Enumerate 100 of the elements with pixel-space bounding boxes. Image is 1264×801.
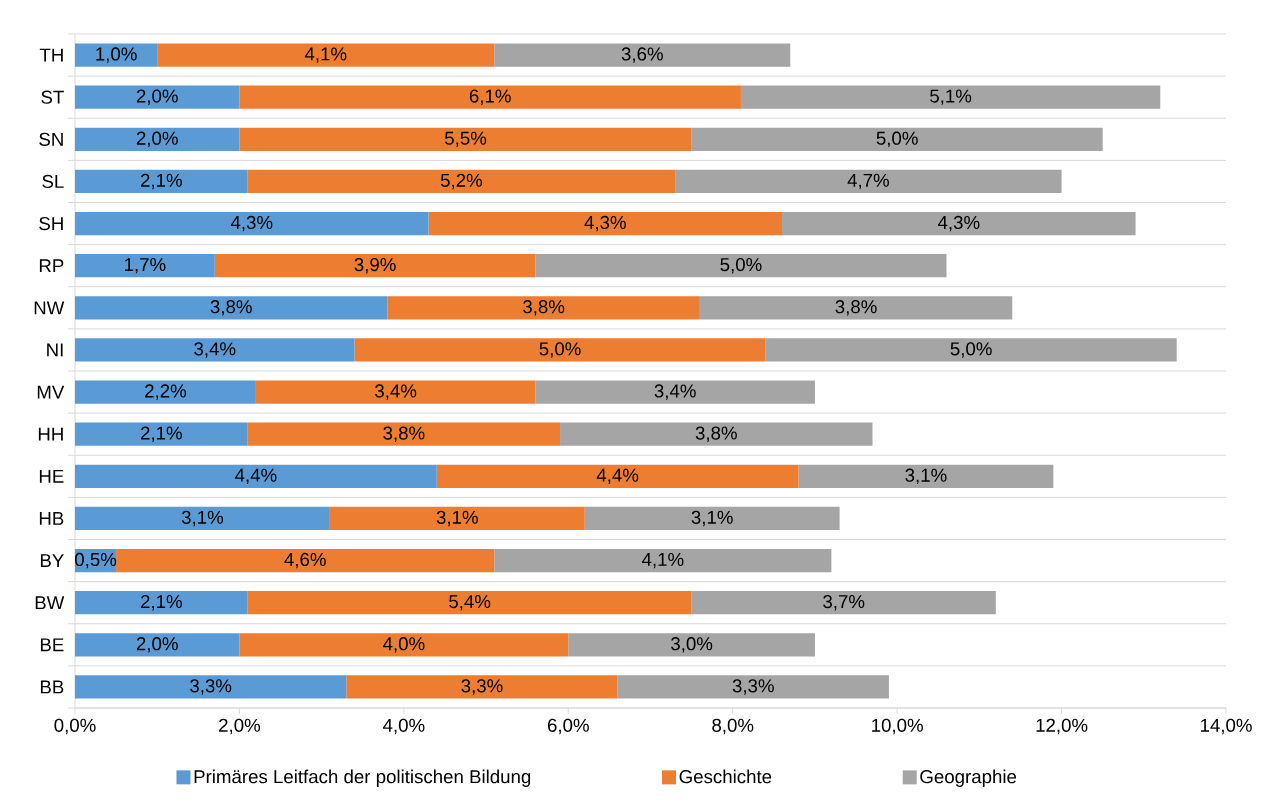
data-label: 4,7% <box>847 173 889 190</box>
data-label: 2,2% <box>145 384 187 400</box>
bar <box>584 506 840 531</box>
data-label: 3,8% <box>383 426 425 442</box>
bar <box>494 43 791 67</box>
y-tick-label: SL <box>42 174 64 189</box>
data-label: 3,3% <box>732 679 774 695</box>
bar <box>75 380 256 404</box>
bar <box>387 296 700 320</box>
data-label: 3,1% <box>691 510 733 527</box>
bar <box>428 211 783 236</box>
bar <box>329 506 585 531</box>
bar <box>75 633 240 657</box>
data-label: 3,3% <box>461 679 503 695</box>
bar <box>494 548 832 573</box>
bar <box>75 169 248 194</box>
y-tick-label: SH <box>39 216 63 231</box>
y-tick-label: NW <box>34 301 65 315</box>
x-tick-label: 6,0% <box>547 718 589 735</box>
y-tick-label: RP <box>39 259 64 273</box>
data-label: 3,4% <box>194 342 236 358</box>
bar <box>239 85 741 109</box>
bar <box>75 43 158 67</box>
bar <box>765 338 1177 362</box>
bar <box>617 675 889 699</box>
bar <box>247 169 676 194</box>
y-tick-label: TH <box>39 48 63 62</box>
data-label: 2,0% <box>136 89 178 105</box>
bar <box>75 296 388 320</box>
data-label: 4,4% <box>596 468 639 484</box>
x-tick-label: 8,0% <box>712 718 754 735</box>
x-tick-label: 14,0% <box>1200 718 1252 735</box>
bar <box>535 254 947 278</box>
bar <box>691 591 996 615</box>
bar <box>346 675 618 699</box>
bar <box>75 338 355 362</box>
bar <box>782 211 1136 236</box>
data-label: 1,7% <box>125 258 166 274</box>
data-label: 5,5% <box>445 131 487 147</box>
data-label: 2,1% <box>140 594 182 611</box>
bar <box>239 633 569 657</box>
data-label: 3,9% <box>354 257 396 274</box>
bar <box>214 254 536 278</box>
x-tick-label: 10,0% <box>872 718 923 735</box>
bar <box>247 422 561 446</box>
data-label: 3,8% <box>210 300 252 316</box>
bar <box>75 422 248 446</box>
data-label: 4,1% <box>642 552 684 569</box>
data-label: 4,4% <box>235 468 277 484</box>
bar <box>75 211 429 236</box>
bar <box>75 85 240 109</box>
y-tick-label: NI <box>47 343 63 357</box>
bar <box>157 43 495 67</box>
data-label: 3,4% <box>654 384 696 400</box>
bar <box>255 380 536 404</box>
data-label: 4,0% <box>383 637 425 653</box>
data-label: 3,3% <box>190 679 232 695</box>
data-label: 2,1% <box>140 426 182 442</box>
data-label: 4,1% <box>304 47 347 63</box>
y-tick-label: BE <box>40 638 64 652</box>
legend-label: Geographie <box>920 769 1017 787</box>
data-label: 3,4% <box>375 384 417 400</box>
data-label: 2,0% <box>136 131 178 148</box>
bar <box>798 464 1054 488</box>
bar <box>560 422 873 446</box>
bar <box>535 380 815 404</box>
data-label: 0,5% <box>75 552 117 569</box>
y-tick-label: HH <box>38 427 63 441</box>
y-tick-label: BW <box>35 596 65 610</box>
bar <box>239 127 692 151</box>
data-label: 5,0% <box>876 131 918 148</box>
data-label: 3,1% <box>436 510 478 527</box>
data-label: 5,0% <box>720 257 762 274</box>
bar <box>691 127 1103 151</box>
y-tick-label: HB <box>39 512 64 525</box>
data-label: 2,1% <box>140 173 182 190</box>
bar <box>75 464 437 488</box>
data-label: 4,6% <box>284 552 326 569</box>
data-label: 5,1% <box>930 89 972 105</box>
bar <box>75 127 240 151</box>
data-label: 1,0% <box>96 47 137 63</box>
data-label: 3,6% <box>621 47 663 63</box>
bar <box>247 591 692 615</box>
bar <box>740 85 1161 109</box>
x-tick-label: 2,0% <box>219 718 261 735</box>
bar <box>116 548 495 573</box>
data-label: 4,3% <box>937 215 980 232</box>
data-label: 3,1% <box>905 468 947 485</box>
data-label: 3,0% <box>671 637 713 653</box>
bar <box>354 338 766 362</box>
bar <box>75 591 248 615</box>
bar <box>675 169 1062 194</box>
bar <box>75 254 215 278</box>
data-label: 6,1% <box>469 89 511 105</box>
data-label: 3,8% <box>523 300 565 316</box>
data-label: 4,3% <box>584 215 626 232</box>
data-label: 3,7% <box>823 594 865 611</box>
data-label: 3,1% <box>181 510 224 527</box>
bar <box>75 675 347 699</box>
y-tick-label: SN <box>39 132 63 146</box>
